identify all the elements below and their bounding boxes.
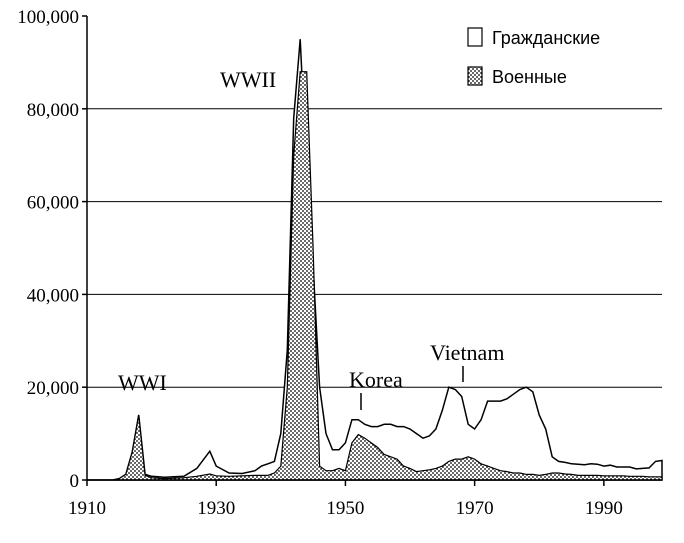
- annotation-korea: Korea: [349, 367, 403, 392]
- y-tick-label-2: 40,000: [27, 285, 79, 306]
- y-tick-label-1: 20,000: [27, 378, 79, 399]
- series-area-civilian: [87, 39, 663, 481]
- series-areas: [87, 39, 663, 481]
- annotation-vietnam: Vietnam: [430, 340, 504, 365]
- annotation-wwi: WWI: [118, 370, 167, 395]
- x-tick-label-3: 1970: [456, 498, 494, 519]
- legend: Гражданские Военные: [467, 27, 600, 87]
- legend-swatch-1: [467, 66, 483, 86]
- legend-label-1: Военные: [492, 67, 567, 87]
- y-tick-label-4: 80,000: [27, 100, 79, 121]
- y-tick-label-0: 0: [70, 471, 80, 492]
- x-tick-label-1: 1930: [197, 498, 235, 519]
- legend-label-0: Гражданские: [492, 28, 600, 48]
- annotations: WWI WWII Korea Vietnam: [118, 67, 504, 410]
- annotation-wwii: WWII: [220, 67, 276, 92]
- y-tick-label-3: 60,000: [27, 193, 79, 214]
- tick-labels: 0 20,000 40,000 60,000 80,000 100,000 1910 1930…: [17, 7, 623, 519]
- legend-swatch-0: [467, 27, 483, 47]
- axes: [82, 15, 662, 486]
- gridlines: [87, 108, 662, 388]
- y-tick-label-5: 100,000: [17, 7, 79, 28]
- x-tick-label-0: 1910: [68, 498, 106, 519]
- series-area-military: [87, 71, 663, 481]
- x-tick-label-4: 1990: [585, 498, 623, 519]
- x-tick-label-2: 1950: [326, 498, 364, 519]
